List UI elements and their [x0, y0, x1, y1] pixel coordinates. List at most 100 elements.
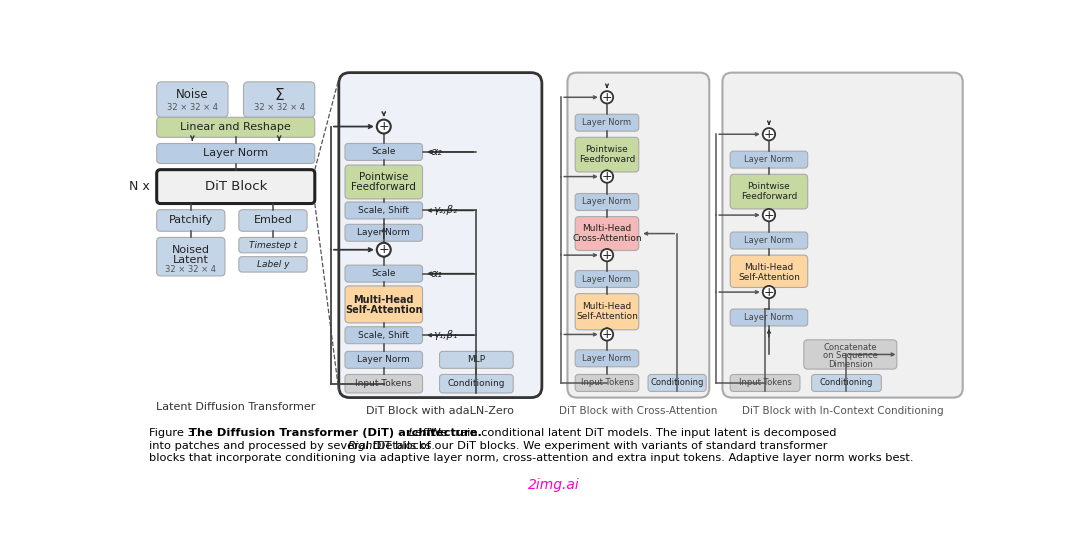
FancyBboxPatch shape [576, 375, 638, 392]
FancyBboxPatch shape [440, 351, 513, 368]
Text: Scale, Shift: Scale, Shift [359, 206, 409, 215]
Text: Layer Norm: Layer Norm [582, 118, 632, 127]
Text: Pointwise: Pointwise [585, 145, 629, 154]
Text: γ₂,β₂: γ₂,β₂ [434, 206, 458, 216]
FancyBboxPatch shape [345, 165, 422, 199]
FancyBboxPatch shape [345, 202, 422, 219]
Text: Scale: Scale [372, 269, 396, 278]
Text: Linear and Reshape: Linear and Reshape [180, 122, 292, 132]
FancyBboxPatch shape [730, 255, 808, 288]
FancyBboxPatch shape [567, 73, 710, 398]
Text: +: + [378, 243, 389, 257]
Text: DiT Block with Cross-Attention: DiT Block with Cross-Attention [559, 407, 717, 417]
Text: Layer Norm: Layer Norm [203, 148, 268, 158]
Text: Input Tokens: Input Tokens [739, 378, 792, 387]
FancyBboxPatch shape [157, 143, 314, 163]
Text: Latent: Latent [173, 255, 208, 265]
FancyBboxPatch shape [157, 82, 228, 117]
FancyBboxPatch shape [345, 286, 422, 323]
Text: Self-Attention: Self-Attention [576, 312, 638, 321]
FancyBboxPatch shape [576, 114, 638, 131]
Text: Input Tokens: Input Tokens [581, 378, 633, 387]
Text: Conditioning: Conditioning [650, 378, 704, 387]
FancyBboxPatch shape [730, 232, 808, 249]
Text: into patches and processed by several DiT blocks.: into patches and processed by several Di… [149, 440, 438, 451]
Text: Left:: Left: [405, 428, 434, 438]
Circle shape [762, 286, 775, 298]
Text: Scale: Scale [372, 147, 396, 156]
FancyBboxPatch shape [339, 73, 542, 398]
FancyBboxPatch shape [345, 143, 422, 161]
Text: Feedforward: Feedforward [579, 155, 635, 164]
Text: Dimension: Dimension [828, 360, 873, 369]
Text: Embed: Embed [254, 216, 293, 225]
Text: Layer Norm: Layer Norm [582, 197, 632, 207]
Text: +: + [602, 328, 612, 341]
Text: DiT Block with In-Context Conditioning: DiT Block with In-Context Conditioning [742, 407, 944, 417]
Text: Concatenate: Concatenate [824, 343, 877, 352]
Circle shape [377, 120, 391, 134]
Text: DiT Block: DiT Block [204, 180, 267, 193]
Text: Layer Norm: Layer Norm [744, 313, 794, 322]
FancyBboxPatch shape [576, 294, 638, 330]
FancyBboxPatch shape [243, 82, 314, 117]
Text: +: + [764, 286, 774, 299]
Text: 32 × 32 × 4: 32 × 32 × 4 [166, 103, 218, 112]
Text: Conditioning: Conditioning [447, 379, 505, 388]
Text: Multi-Head: Multi-Head [744, 263, 794, 272]
Text: Layer Norm: Layer Norm [744, 236, 794, 245]
FancyBboxPatch shape [576, 217, 638, 250]
FancyBboxPatch shape [811, 375, 881, 392]
Text: Multi-Head: Multi-Head [582, 302, 632, 311]
Text: blocks that incorporate conditioning via adaptive layer norm, cross-attention an: blocks that incorporate conditioning via… [149, 453, 914, 463]
Text: α₁: α₁ [431, 269, 443, 279]
Text: Label y: Label y [257, 260, 289, 269]
Text: Layer Norm: Layer Norm [582, 274, 632, 284]
Text: Scale, Shift: Scale, Shift [359, 331, 409, 340]
FancyBboxPatch shape [730, 375, 800, 392]
Text: γ₁,β₁: γ₁,β₁ [434, 330, 458, 340]
Circle shape [377, 243, 391, 257]
FancyBboxPatch shape [239, 238, 307, 253]
Text: 32 × 32 × 4: 32 × 32 × 4 [254, 103, 305, 112]
FancyBboxPatch shape [730, 175, 808, 209]
FancyBboxPatch shape [440, 375, 513, 393]
FancyBboxPatch shape [648, 375, 706, 392]
Text: +: + [764, 128, 774, 141]
Text: Conditioning: Conditioning [820, 378, 873, 387]
Text: α₂: α₂ [431, 147, 443, 157]
Circle shape [762, 209, 775, 221]
Text: +: + [602, 91, 612, 104]
Text: Patchify: Patchify [168, 216, 213, 225]
Text: Details of our DiT blocks. We experiment with variants of standard transformer: Details of our DiT blocks. We experiment… [373, 440, 827, 451]
Circle shape [600, 249, 613, 261]
Text: Noise: Noise [176, 88, 208, 101]
Text: Latent Diffusion Transformer: Latent Diffusion Transformer [157, 402, 315, 412]
Text: Noised: Noised [172, 245, 210, 255]
FancyBboxPatch shape [345, 375, 422, 393]
FancyBboxPatch shape [723, 73, 962, 398]
FancyBboxPatch shape [239, 210, 307, 231]
Text: +: + [602, 170, 612, 183]
Text: We train conditional latent DiT models. The input latent is decomposed: We train conditional latent DiT models. … [427, 428, 837, 438]
Text: Cross-Attention: Cross-Attention [572, 234, 642, 243]
FancyBboxPatch shape [345, 351, 422, 368]
Text: Multi-Head: Multi-Head [353, 295, 414, 305]
FancyBboxPatch shape [345, 265, 422, 282]
FancyBboxPatch shape [576, 350, 638, 367]
Text: Figure 3.: Figure 3. [149, 428, 205, 438]
Text: Pointwise: Pointwise [359, 172, 408, 182]
FancyBboxPatch shape [157, 170, 314, 203]
Text: +: + [602, 249, 612, 261]
Text: Feedforward: Feedforward [351, 182, 416, 192]
Text: Layer Norm: Layer Norm [582, 354, 632, 363]
Text: Self-Attention: Self-Attention [738, 273, 800, 282]
Text: Pointwise: Pointwise [747, 182, 791, 191]
Text: +: + [764, 209, 774, 222]
Circle shape [600, 329, 613, 341]
Text: Σ: Σ [274, 88, 284, 103]
FancyBboxPatch shape [239, 257, 307, 272]
FancyBboxPatch shape [345, 327, 422, 343]
Circle shape [600, 171, 613, 183]
Text: on Sequence: on Sequence [823, 351, 878, 361]
